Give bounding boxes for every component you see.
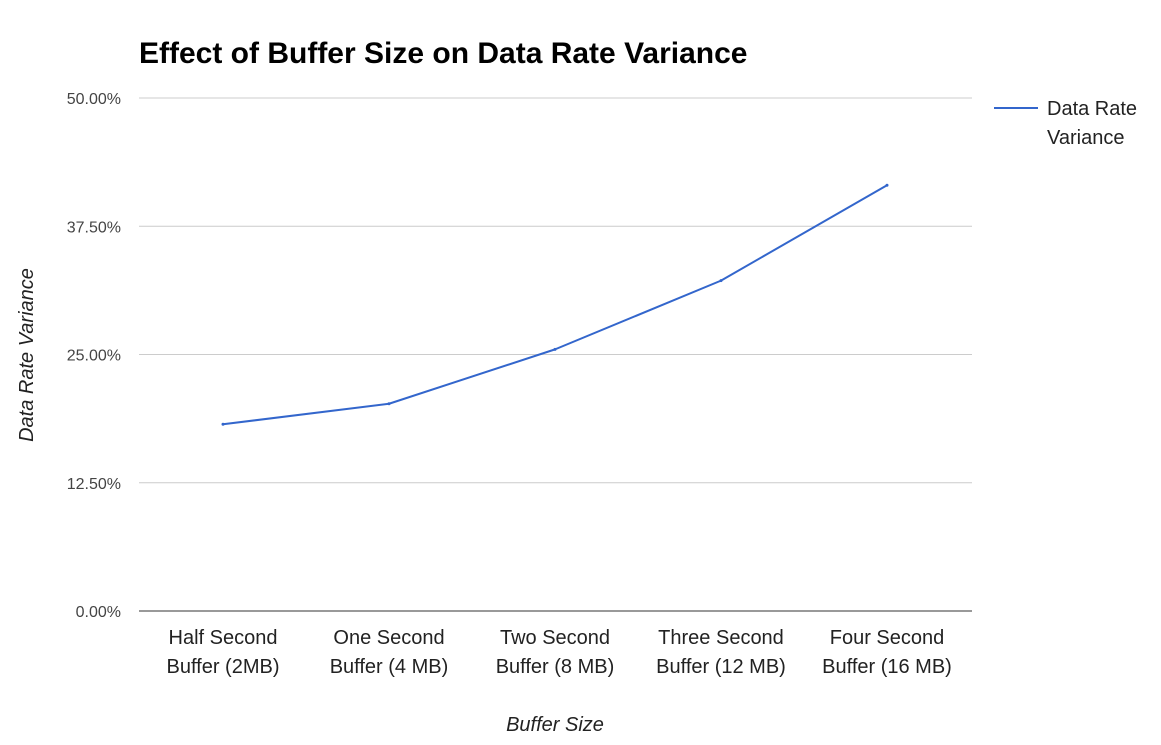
legend: Data Rate Variance — [994, 98, 1137, 149]
x-tick-label: Half Second Buffer (2MB) — [167, 627, 280, 678]
data-point — [222, 423, 225, 426]
legend-label-line-2: Variance — [1047, 127, 1124, 149]
data-point — [720, 279, 723, 282]
line-chart: Effect of Buffer Size on Data Rate Varia… — [0, 0, 1161, 740]
y-tick-label: 37.50% — [67, 219, 121, 236]
y-tick-label: 0.00% — [76, 604, 121, 621]
x-axis-tick-labels: Half Second Buffer (2MB) One Second Buffer … — [167, 627, 952, 678]
chart-title: Effect of Buffer Size on Data Rate Varia… — [139, 37, 748, 70]
series-line-data-rate-variance — [223, 185, 887, 424]
y-axis-tick-labels: 0.00% 12.50% 25.00% 37.50% 50.00% — [67, 91, 121, 621]
y-axis-title: Data Rate Variance — [16, 268, 38, 442]
data-point — [388, 402, 391, 405]
data-point — [554, 348, 557, 351]
gridlines — [139, 98, 972, 611]
data-point — [886, 184, 889, 187]
x-axis-title: Buffer Size — [506, 714, 604, 736]
chart-container: Effect of Buffer Size on Data Rate Varia… — [0, 0, 1161, 740]
series-layer — [222, 184, 889, 426]
y-tick-label: 12.50% — [67, 476, 121, 493]
x-tick-label: Two Second Buffer (8 MB) — [496, 627, 615, 678]
legend-label-line-1: Data Rate — [1047, 98, 1137, 120]
y-tick-label: 50.00% — [67, 91, 121, 108]
x-tick-label: One Second Buffer (4 MB) — [330, 627, 449, 678]
x-tick-label: Three Second Buffer (12 MB) — [656, 627, 786, 678]
x-tick-label: Four Second Buffer (16 MB) — [822, 627, 952, 678]
y-tick-label: 25.00% — [67, 348, 121, 365]
